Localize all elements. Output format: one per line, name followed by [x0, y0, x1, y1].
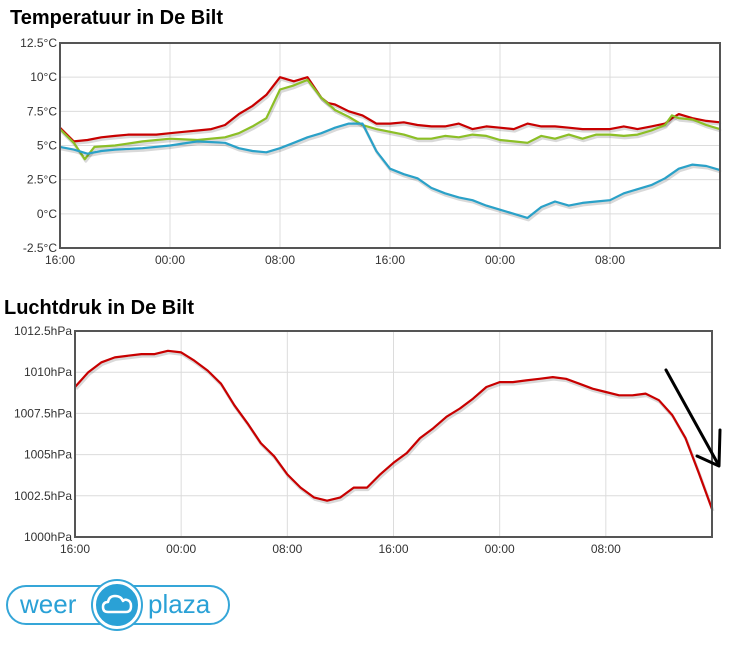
- series-line-2: [59, 122, 721, 219]
- y-tick-label: -2.5°C: [23, 241, 57, 255]
- x-tick-label: 00:00: [485, 253, 515, 267]
- series-line-0: [59, 76, 721, 143]
- plot-frame: [59, 42, 721, 249]
- y-tick-label: 1000hPa: [24, 530, 72, 544]
- y-tick-label: 0°C: [37, 207, 57, 221]
- arrow-down-right-icon: [664, 368, 722, 468]
- temperature-chart-title: Temperatuur in De Bilt: [10, 7, 223, 29]
- y-tick-label: 2.5°C: [27, 173, 57, 187]
- temperature-chart: 12.5°C10°C7.5°C5°C2.5°C0°C-2.5°C16:00 00:…: [20, 36, 722, 267]
- series-line-1: [59, 78, 721, 161]
- cloud-icon: [93, 581, 141, 629]
- x-tick-label: 00:00: [155, 253, 185, 267]
- series-shadow: [74, 351, 715, 512]
- logo-text-weer: weer: [20, 589, 77, 619]
- x-tick-label: 16:00: [375, 253, 405, 267]
- weerplaza-logo[interactable]: weer plaza: [6, 581, 230, 629]
- x-tick-label: 08:00: [265, 253, 295, 267]
- x-tick-label: 16:00: [45, 253, 75, 267]
- logo-text-plaza: plaza: [148, 589, 211, 619]
- y-tick-label: 12.5°C: [20, 36, 57, 50]
- plot-frame: [74, 330, 713, 538]
- pressure-chart: 1012.5hPa 1010hPa 1007.5hPa 1005hPa 1002.5hP…: [14, 324, 715, 556]
- y-tick-label: 1002.5hPa: [14, 489, 72, 503]
- x-tick-label: 08:00: [595, 253, 625, 267]
- x-tick-label: 08:00: [272, 542, 302, 556]
- y-tick-label: 7.5°C: [27, 104, 57, 118]
- x-tick-label: 00:00: [166, 542, 196, 556]
- series-shadow: [59, 80, 722, 163]
- pressure-chart-title: Luchtdruk in De Bilt: [4, 297, 194, 319]
- series-shadow: [59, 77, 722, 145]
- series-line-0: [74, 349, 714, 510]
- y-tick-label: 1012.5hPa: [14, 324, 72, 338]
- y-tick-label: 1007.5hPa: [14, 406, 72, 420]
- y-tick-label: 10°C: [30, 70, 57, 84]
- x-tick-label: 08:00: [591, 542, 621, 556]
- y-tick-label: 5°C: [37, 139, 57, 153]
- x-tick-label: 16:00: [60, 542, 90, 556]
- x-tick-label: 16:00: [378, 542, 408, 556]
- x-tick-label: 00:00: [485, 542, 515, 556]
- y-tick-label: 1010hPa: [24, 365, 72, 379]
- y-tick-label: 1005hPa: [24, 448, 72, 462]
